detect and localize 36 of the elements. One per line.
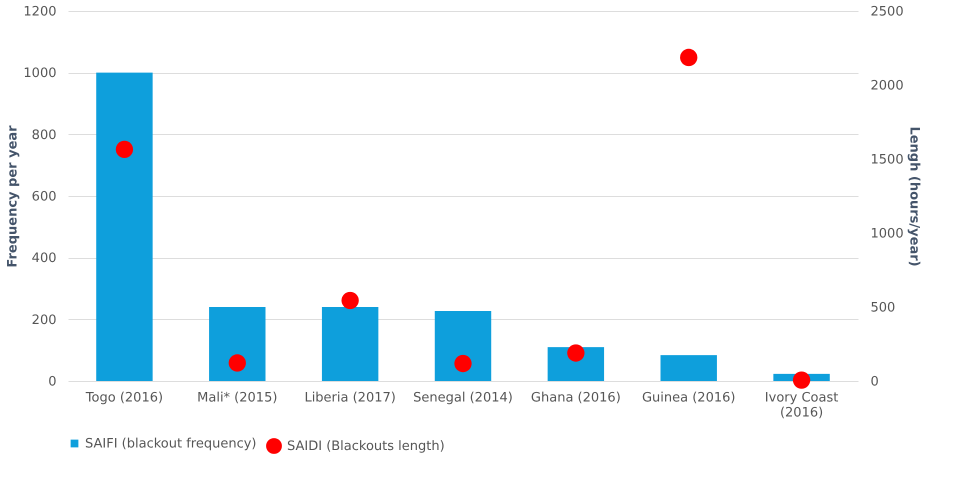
y-tick-label: 1000 bbox=[23, 66, 56, 82]
x-tick-label: Togo (2016) bbox=[84, 390, 164, 406]
x-tick-label: Ivory Coast (2016) bbox=[764, 390, 838, 420]
y2-tick-label: 1500 bbox=[870, 152, 904, 168]
point bbox=[116, 140, 134, 158]
x-tick-label: Mali* (2015) bbox=[197, 390, 278, 406]
y-tick-label: 600 bbox=[32, 190, 56, 204]
x-tick-label: Liberia (2017) bbox=[304, 390, 396, 406]
point bbox=[680, 48, 698, 66]
y-tick-label: 1200 bbox=[23, 4, 56, 20]
point bbox=[341, 292, 359, 310]
y-tick-label: 400 bbox=[32, 251, 56, 266]
bar bbox=[209, 307, 266, 381]
y2-tick-label: 2000 bbox=[870, 78, 904, 94]
y2-axis-title: Lengh (hours/year) bbox=[906, 126, 922, 267]
point bbox=[567, 344, 585, 362]
x-tick-label: Senegal (2014) bbox=[413, 390, 513, 406]
legend-label: SAIDI (Blackouts length) bbox=[287, 439, 445, 454]
bar bbox=[434, 311, 492, 381]
y-axis-title: Frequency per year bbox=[5, 124, 20, 268]
bar bbox=[96, 72, 153, 381]
point bbox=[454, 354, 472, 372]
x-tick-label: Guinea (2016) bbox=[642, 390, 736, 406]
y2-tick-label: 0 bbox=[870, 374, 879, 390]
bar bbox=[660, 355, 717, 381]
point bbox=[792, 371, 810, 389]
y-tick-label: 200 bbox=[32, 312, 56, 328]
y-tick-label: 0 bbox=[48, 374, 56, 390]
point bbox=[228, 354, 246, 372]
x-tick-label: Ghana (2016) bbox=[530, 390, 621, 406]
y2-tick-label: 500 bbox=[870, 300, 896, 316]
bar bbox=[322, 307, 378, 381]
y2-tick-label: 2500 bbox=[870, 4, 904, 20]
legend-label: SAIFI (blackout frequency) bbox=[85, 436, 256, 452]
y-tick-label: 800 bbox=[32, 128, 56, 143]
y2-tick-label: 1000 bbox=[870, 226, 904, 242]
